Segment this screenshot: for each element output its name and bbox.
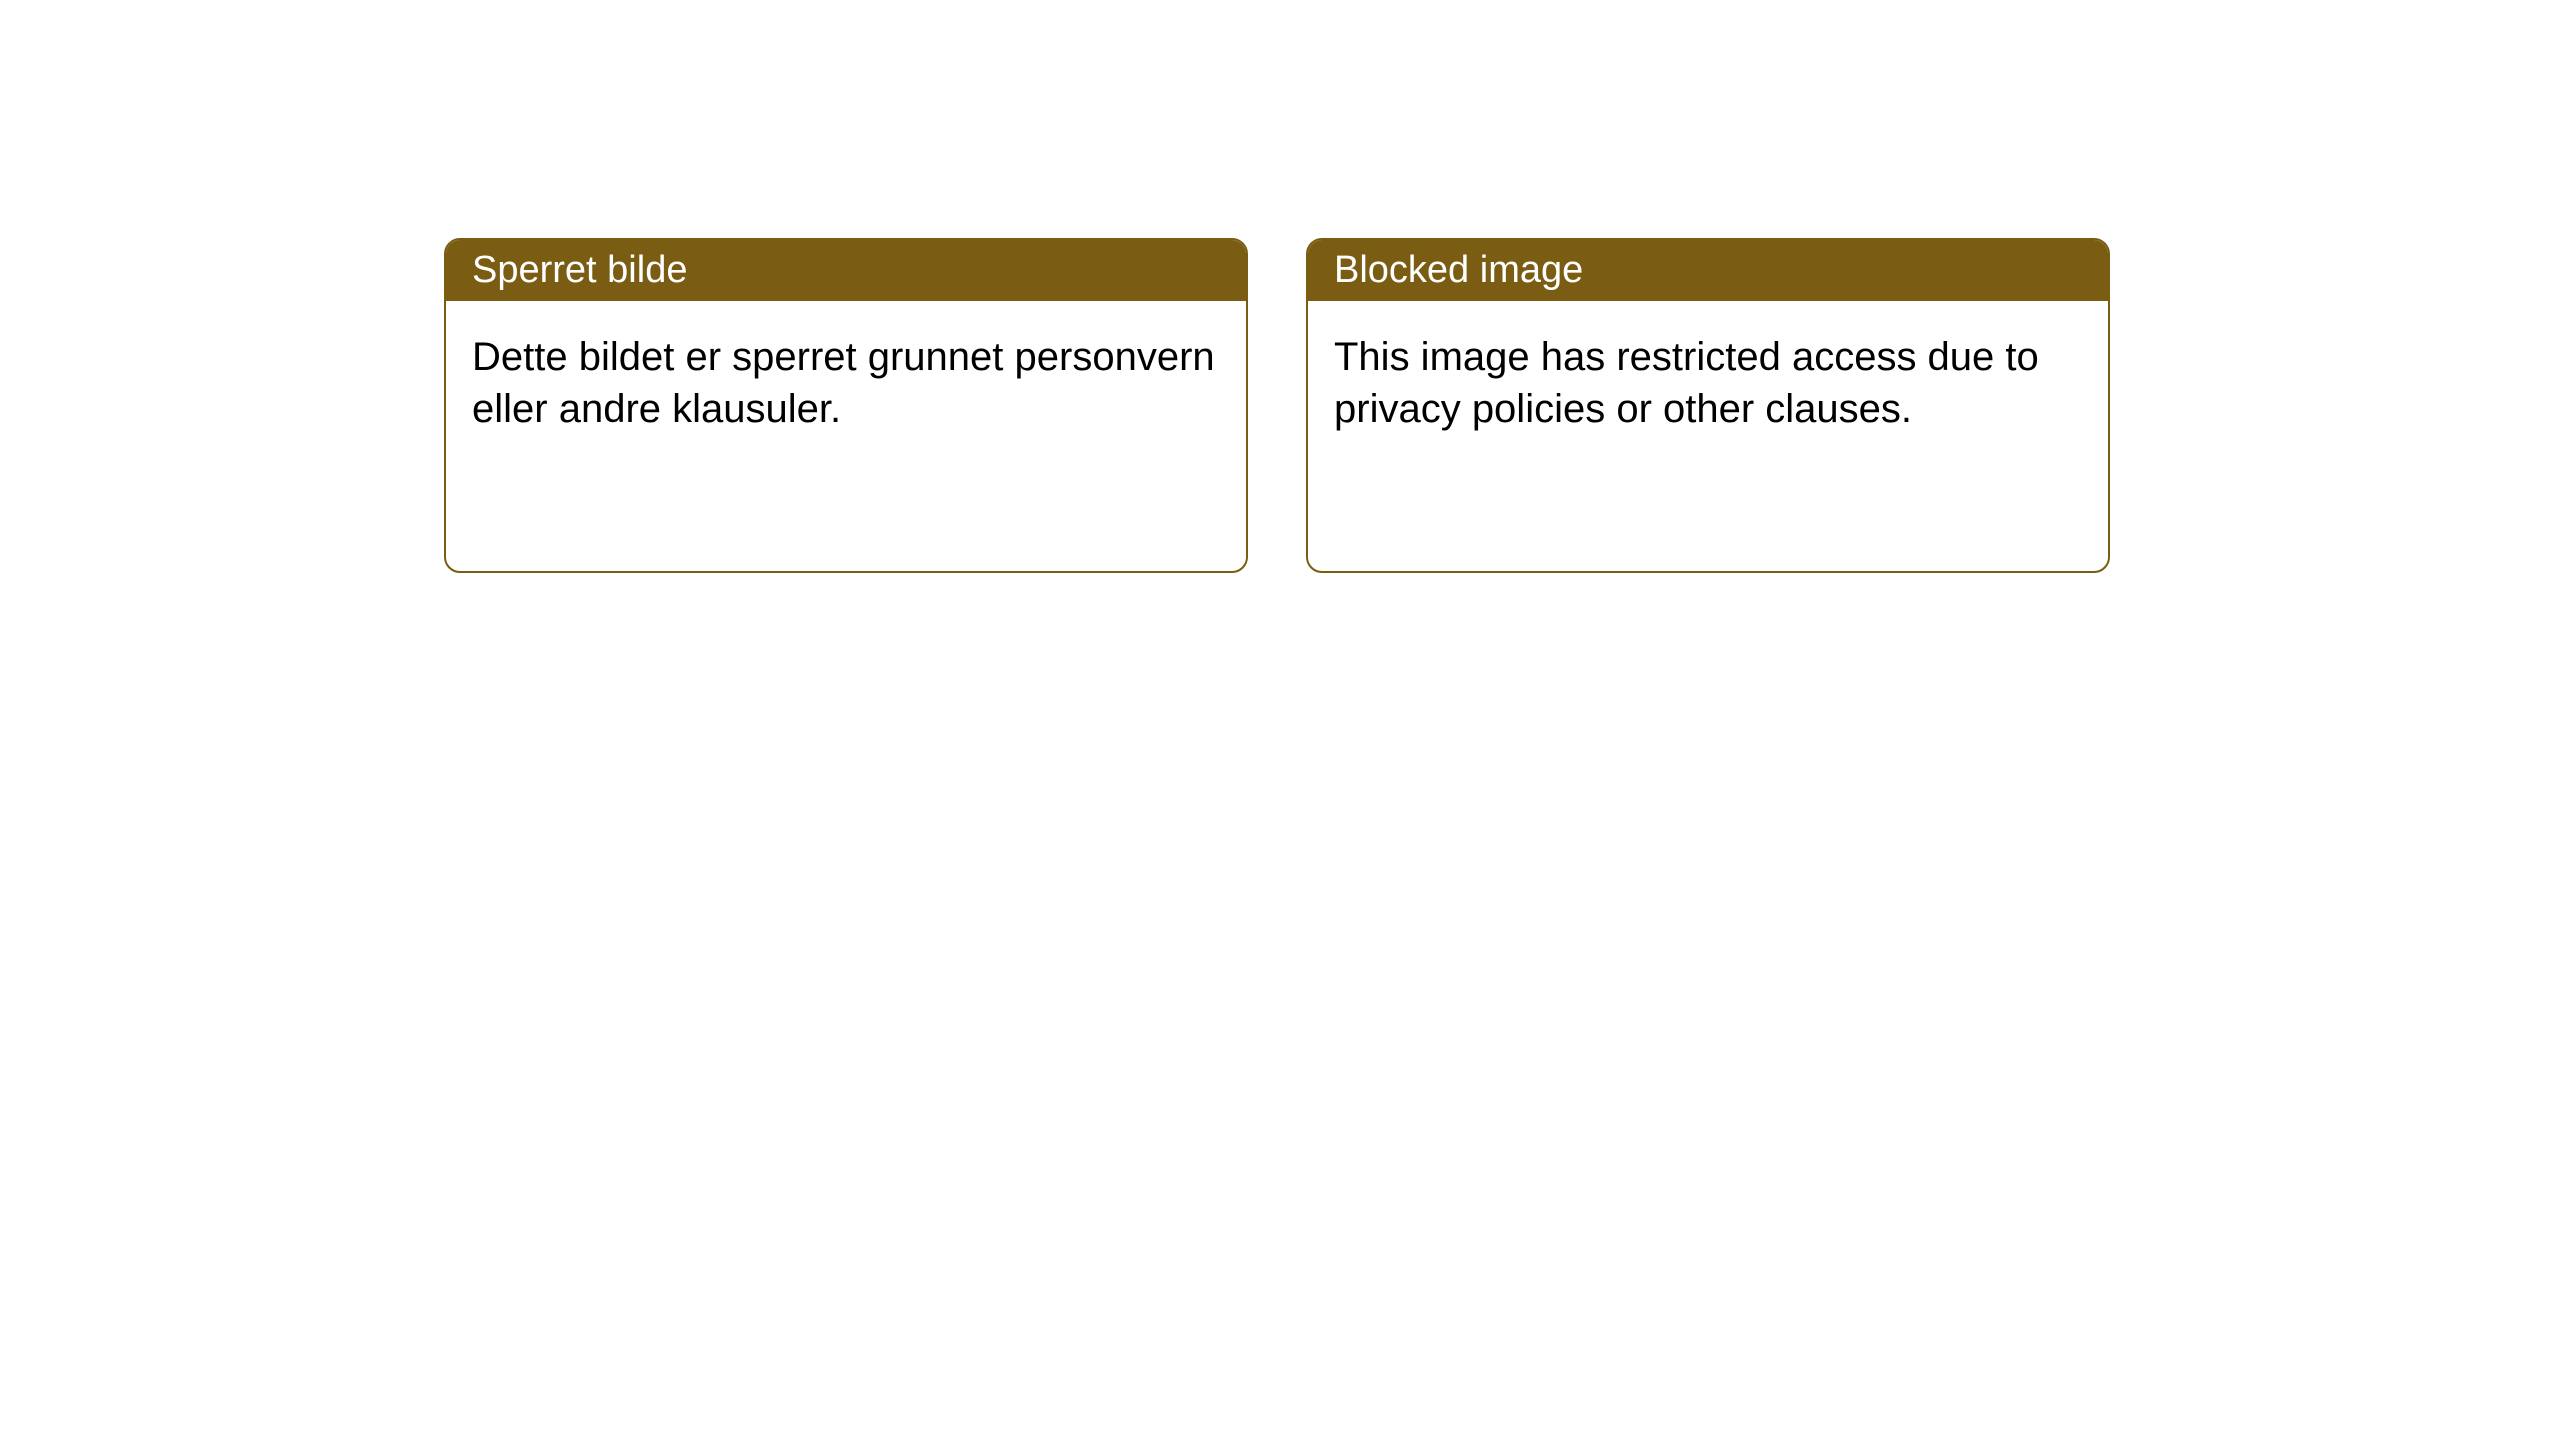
notice-card-english: Blocked image This image has restricted … bbox=[1306, 238, 2110, 573]
notice-container: Sperret bilde Dette bildet er sperret gr… bbox=[444, 238, 2110, 573]
notice-card-norwegian: Sperret bilde Dette bildet er sperret gr… bbox=[444, 238, 1248, 573]
notice-header: Sperret bilde bbox=[446, 240, 1246, 301]
notice-title: Blocked image bbox=[1334, 249, 1583, 292]
notice-header: Blocked image bbox=[1308, 240, 2108, 301]
notice-body: This image has restricted access due to … bbox=[1308, 301, 2108, 465]
notice-text: This image has restricted access due to … bbox=[1334, 331, 2082, 435]
notice-title: Sperret bilde bbox=[472, 249, 687, 292]
notice-text: Dette bildet er sperret grunnet personve… bbox=[472, 331, 1220, 435]
notice-body: Dette bildet er sperret grunnet personve… bbox=[446, 301, 1246, 465]
